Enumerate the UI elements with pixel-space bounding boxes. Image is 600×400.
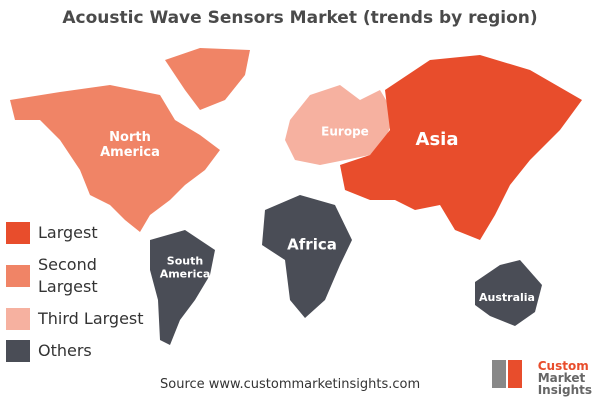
logo: Custom Market Insights: [538, 360, 592, 396]
legend-label: Largest: [38, 223, 98, 242]
europe: [285, 85, 395, 165]
legend-label: Second Largest: [38, 255, 98, 296]
title: Acoustic Wave Sensors Market (trends by …: [62, 8, 538, 28]
region-label: Asia: [416, 129, 459, 150]
logo-text: Insights: [537, 383, 592, 397]
region-label: Australia: [479, 291, 535, 304]
south-america: [150, 230, 215, 345]
legend-item: Second Largest: [6, 254, 166, 298]
legend-swatch: [6, 222, 30, 244]
legend-item: Third Largest: [6, 308, 166, 330]
region-label: America: [100, 145, 160, 160]
region-label: South: [167, 255, 203, 268]
legend-swatch: [6, 308, 30, 330]
legend-label: Others: [38, 341, 92, 360]
region-label: Europe: [321, 125, 369, 139]
region-label: North: [109, 130, 151, 145]
australia: [475, 260, 542, 326]
legend-label: Third Largest: [38, 309, 144, 328]
region-label: America: [160, 268, 211, 281]
region-label: Africa: [287, 236, 337, 254]
legend-item: Largest: [6, 222, 166, 244]
legend-swatch: [6, 340, 30, 362]
legend-swatch: [6, 265, 30, 287]
legend-item: Others: [6, 340, 166, 362]
logo-text: Market: [537, 371, 586, 385]
legend: Largest Second Largest Third Largest Others: [6, 222, 166, 372]
logo-icon: [492, 360, 522, 388]
asia: [340, 55, 582, 240]
logo-text: Custom: [537, 359, 589, 373]
north-america: [10, 85, 220, 232]
source: Source www.custommarketinsights.com: [160, 377, 421, 392]
greenland: [165, 48, 250, 110]
africa: [262, 195, 352, 318]
